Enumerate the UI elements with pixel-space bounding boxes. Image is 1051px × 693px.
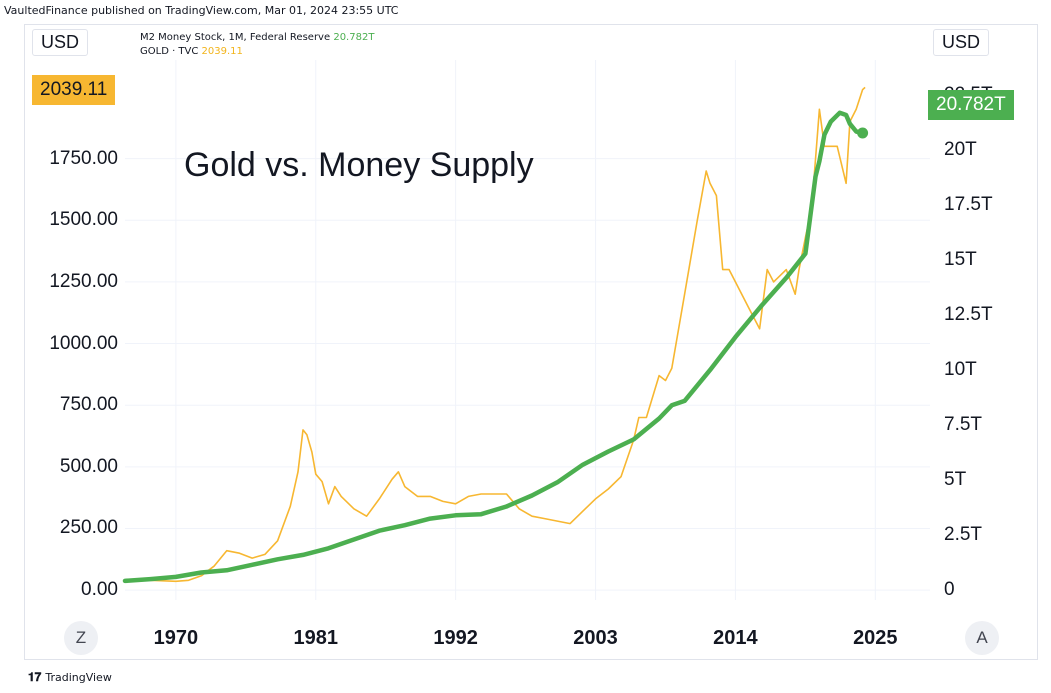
auto-scale-button[interactable]: A — [965, 621, 999, 655]
legend-m2[interactable]: M2 Money Stock, 1M, Federal Reserve 20.7… — [140, 31, 374, 45]
right-axis-tick: 20T — [944, 139, 977, 161]
right-axis-tick: 0 — [944, 579, 955, 601]
grid — [125, 60, 930, 600]
x-axis-tick: 2025 — [853, 627, 898, 649]
x-axis-tick: 2003 — [573, 627, 618, 649]
m2-price-tag: 20.782T — [928, 90, 1014, 120]
legend-gold[interactable]: GOLD · TVC 2039.11 — [140, 45, 374, 59]
legend-gold-value: 2039.11 — [201, 46, 243, 57]
m2-last-point — [857, 127, 869, 139]
right-axis-tick: 12.5T — [944, 304, 993, 326]
tradingview-brand: TradingView — [45, 671, 112, 684]
right-currency-label[interactable]: USD — [933, 29, 990, 56]
gold-price-tag: 2039.11 — [32, 75, 116, 105]
left-axis-tick: 1000.00 — [49, 332, 118, 354]
right-axis-tick: 15T — [944, 249, 977, 271]
x-axis-tick: 2014 — [713, 627, 758, 649]
x-axis-tick: 1981 — [293, 627, 339, 649]
legend: M2 Money Stock, 1M, Federal Reserve 20.7… — [140, 31, 374, 59]
left-axis-tick: 0.00 — [81, 579, 118, 601]
chart-title: Gold vs. Money Supply — [184, 146, 534, 184]
left-axis-tick: 750.00 — [59, 394, 118, 416]
m2-series-line — [122, 110, 865, 584]
zoom-scale-button[interactable]: Z — [64, 621, 98, 655]
left-axis-tick: 250.00 — [59, 517, 118, 539]
right-axis-tick: 5T — [944, 469, 967, 491]
legend-m2-name: M2 Money Stock, 1M, Federal Reserve — [140, 32, 331, 43]
tradingview-logo[interactable]: 𝟏𝟕 TradingView — [28, 670, 112, 685]
left-axis-tick: 500.00 — [59, 455, 118, 477]
left-axis-tick: 1500.00 — [49, 209, 118, 231]
chart-frame — [24, 24, 1038, 660]
publisher-line: VaultedFinance published on TradingView.… — [4, 4, 399, 17]
left-currency-label[interactable]: USD — [32, 29, 89, 56]
left-axis-tick: 1750.00 — [49, 147, 118, 169]
legend-m2-value: 20.782T — [333, 32, 375, 43]
x-axis-tick: 1992 — [433, 627, 478, 649]
gold-series-line — [150, 86, 866, 583]
x-axis-tick: 1970 — [153, 627, 199, 649]
right-axis-tick: 7.5T — [944, 414, 983, 436]
right-axis-tick: 10T — [944, 359, 977, 381]
left-axis-tick: 1250.00 — [49, 270, 118, 292]
tradingview-logo-icon: 𝟏𝟕 — [28, 670, 42, 684]
right-axis-tick: 17.5T — [944, 194, 993, 216]
right-axis-tick: 2.5T — [944, 524, 983, 546]
legend-gold-name: GOLD · TVC — [140, 46, 199, 57]
